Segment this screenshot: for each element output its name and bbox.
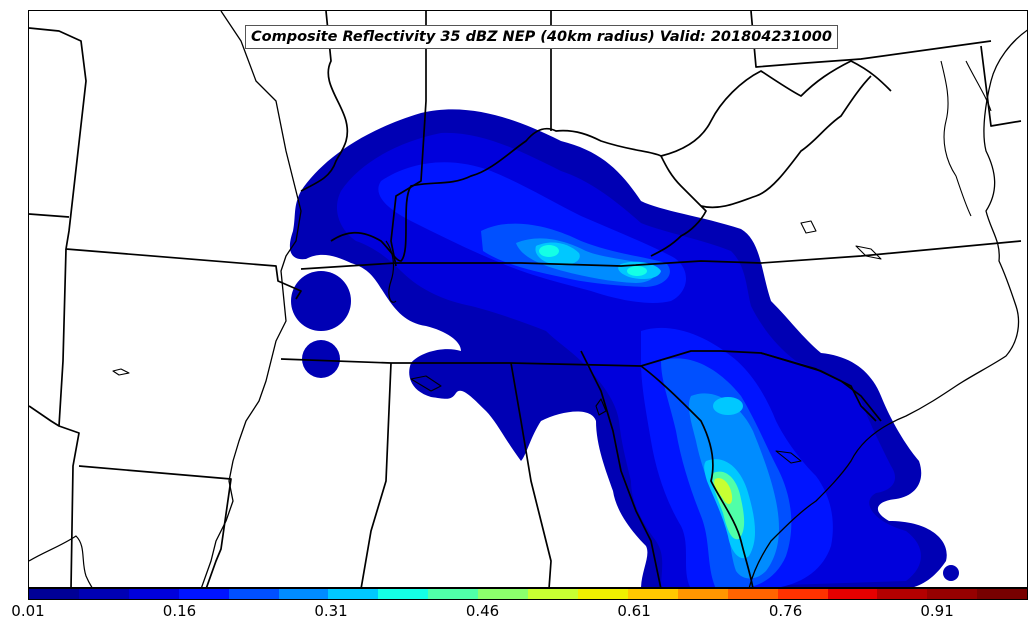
state-line [980, 45, 1022, 127]
colorbar-segment [577, 589, 628, 599]
colorbar-tick-label: 0.01 [11, 602, 45, 620]
state-line [300, 240, 1022, 270]
nep-field-high3b [627, 266, 647, 276]
small-lake [410, 375, 442, 392]
colorbar-tick-labels: 0.01 0.16 0.31 0.46 0.61 0.76 0.91 [11, 600, 1028, 630]
small-lake [775, 450, 802, 464]
colorbar-segment [29, 589, 79, 599]
delaware-bay [965, 60, 992, 112]
colorbar-tick-label: 0.91 [920, 602, 954, 620]
state-line [650, 155, 707, 257]
colorbar-segment [827, 589, 878, 599]
nep-probability-field [289, 109, 959, 587]
colorbar-tick-label: 0.46 [465, 602, 500, 620]
colorbar-segment [528, 589, 578, 599]
colorbar-segment [777, 589, 828, 599]
map-title: Composite Reflectivity 35 dBZ NEP (40km … [245, 25, 838, 49]
state-line [29, 405, 60, 427]
colorbar [28, 588, 1028, 600]
state-line [660, 60, 892, 157]
colorbar-segment [627, 589, 678, 599]
nep-field-high3a [539, 245, 559, 257]
probability-map [29, 11, 1027, 587]
state-boundaries [29, 11, 1027, 587]
state-line [58, 248, 80, 587]
map-panel: Composite Reflectivity 35 dBZ NEP (40km … [28, 10, 1028, 588]
nep-field-low-cell [291, 271, 351, 331]
state-line [360, 362, 392, 587]
colorbar-segment [428, 589, 479, 599]
colorbar-segment [677, 589, 728, 599]
small-lake [800, 220, 817, 234]
wabash-river [385, 240, 397, 303]
state-line [390, 11, 427, 267]
colorbar-segment [328, 589, 379, 599]
nep-field-high4-south [714, 478, 733, 505]
colorbar-tick-label: 0.31 [314, 602, 348, 620]
small-lake [112, 368, 130, 376]
state-line [280, 350, 882, 422]
state-line [29, 27, 302, 300]
colorbar-segment [877, 589, 928, 599]
state-line [760, 352, 877, 422]
colorbar-segment [228, 589, 279, 599]
colorbar-tick-label: 0.61 [617, 602, 651, 620]
small-lake [855, 245, 882, 260]
state-line [510, 362, 552, 587]
state-line [29, 213, 70, 218]
chesapeake-bay [940, 60, 972, 217]
state-line [580, 350, 662, 587]
colorbar-segment [927, 589, 978, 599]
colorbar-segment [278, 589, 329, 599]
state-line [78, 465, 232, 587]
colorbar-segment [378, 589, 429, 599]
colorbar-segment [178, 589, 229, 599]
state-line [700, 75, 872, 209]
atlantic-coast [748, 29, 1027, 587]
red-river [29, 535, 93, 587]
colorbar-segment [478, 589, 529, 599]
colorbar-tick-label: 0.16 [162, 602, 197, 620]
state-line [640, 365, 754, 587]
colorbar-segment [128, 589, 179, 599]
small-lake [595, 398, 607, 416]
nep-field-high2c [713, 397, 743, 415]
nep-field-low-cell [302, 340, 340, 378]
colorbar-segment [78, 589, 129, 599]
mississippi-river [201, 11, 302, 587]
colorbar-segment [727, 589, 778, 599]
colorbar-tick-label: 0.76 [768, 602, 803, 620]
colorbar-segment [977, 589, 1028, 599]
state-line [300, 11, 349, 192]
ohio-river [330, 127, 662, 262]
nep-field-low-cell [943, 565, 959, 581]
